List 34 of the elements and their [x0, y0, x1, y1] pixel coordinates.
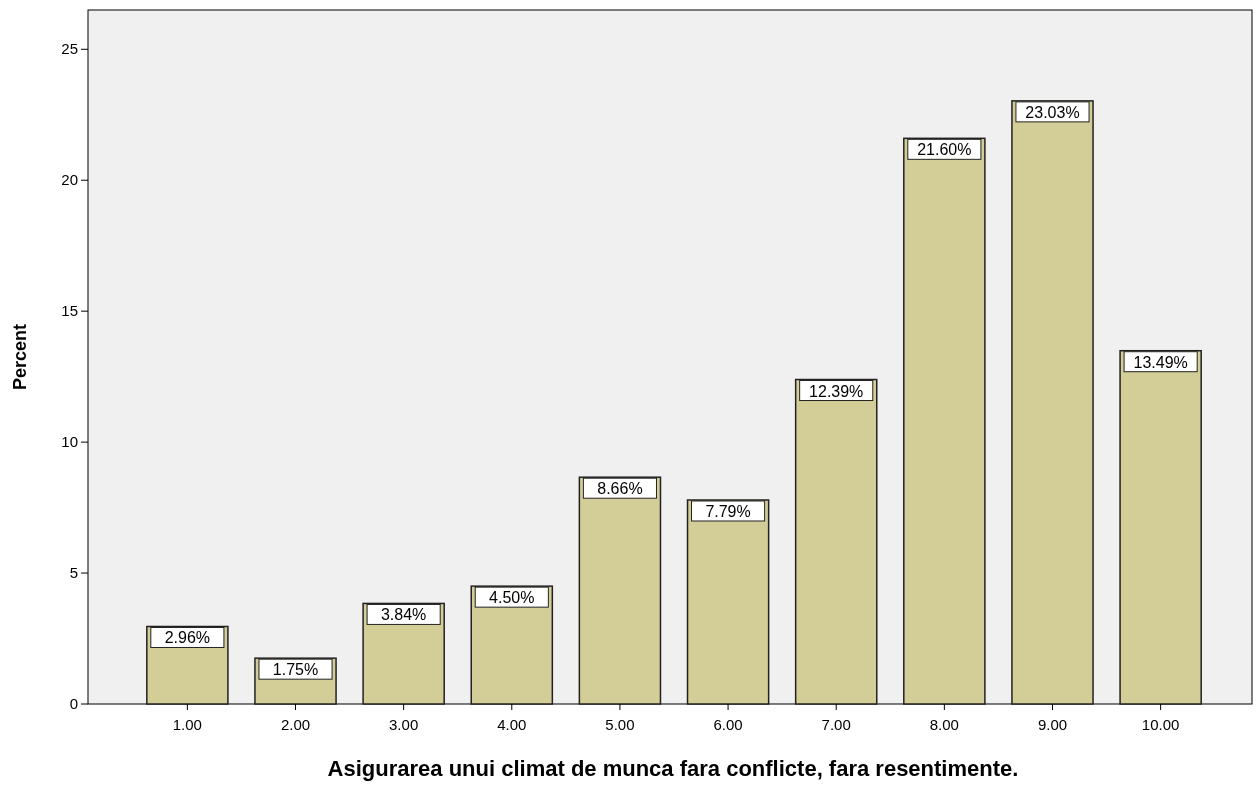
- x-tick-label: 7.00: [821, 716, 851, 733]
- data-label: 8.66%: [597, 480, 643, 498]
- bar: [578, 476, 662, 705]
- bar: [686, 499, 770, 705]
- x-tick-label: 1.00: [172, 716, 202, 733]
- x-tick-label: 10.00: [1141, 716, 1180, 733]
- x-tick-label: 5.00: [605, 716, 635, 733]
- y-axis-title: Percent: [10, 323, 30, 391]
- x-tick-label: 8.00: [929, 716, 959, 733]
- x-tick-label: 9.00: [1037, 716, 1068, 733]
- x-tick-label: 6.00: [713, 716, 743, 733]
- data-label: 4.50%: [489, 589, 535, 607]
- y-tick-label: 5: [69, 564, 78, 582]
- y-tick-label: 25: [61, 40, 78, 58]
- data-label: 3.84%: [380, 606, 427, 624]
- y-tick-label: 20: [61, 171, 78, 189]
- x-tick-label: 2.00: [280, 716, 311, 733]
- data-label: 21.60%: [917, 141, 972, 159]
- data-label: 7.79%: [705, 502, 751, 520]
- data-label: 2.96%: [164, 629, 211, 647]
- data-label: 1.75%: [272, 661, 319, 679]
- y-tick-label: 15: [61, 302, 78, 320]
- x-axis-title: Asigurarea unui climat de munca fara conflicte, fara resentimente.: [327, 756, 1019, 781]
- bar: [794, 378, 878, 705]
- data-label: 12.39%: [809, 382, 864, 400]
- bar: [1011, 100, 1094, 705]
- y-tick-label: 10: [61, 433, 78, 451]
- bar: [1119, 349, 1202, 705]
- data-label: 23.03%: [1025, 103, 1080, 121]
- x-tick-label: 4.00: [497, 716, 527, 733]
- data-label: 13.49%: [1133, 353, 1188, 371]
- y-tick-label: 0: [69, 695, 78, 712]
- x-tick-label: 3.00: [389, 716, 419, 733]
- bar: [903, 137, 986, 705]
